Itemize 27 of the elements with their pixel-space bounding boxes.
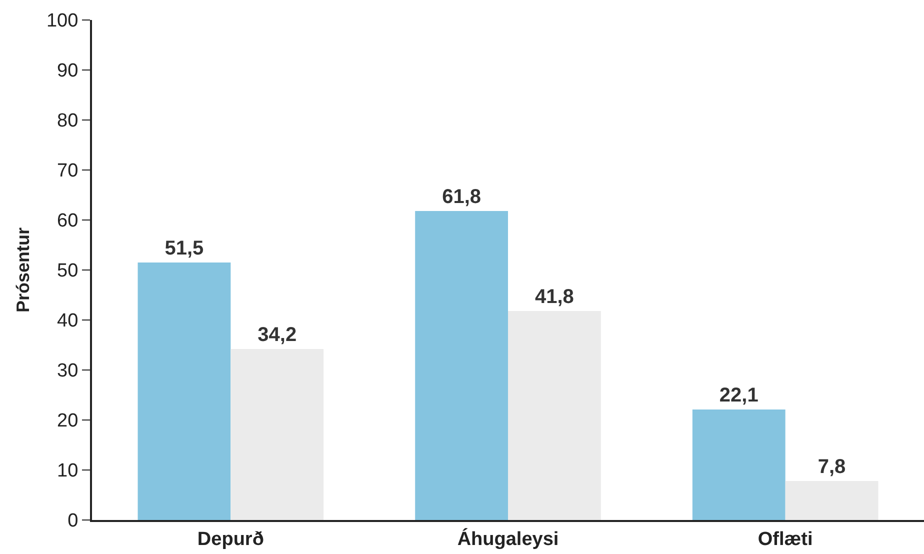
bar [785, 481, 878, 520]
y-tick-label: 40 [57, 310, 78, 332]
data-label: 61,8 [442, 186, 482, 208]
bar [415, 211, 508, 520]
bar [138, 262, 231, 520]
y-tick-label: 30 [57, 360, 78, 382]
y-tick-label: 20 [57, 410, 78, 432]
bar [692, 410, 786, 520]
x-tick-label: Depurð [197, 528, 264, 550]
data-label: 34,2 [258, 324, 297, 346]
data-label: 22,1 [719, 384, 758, 406]
y-tick-label: 0 [68, 510, 78, 532]
y-axis-title: Prósentur [13, 227, 34, 313]
data-label: 41,8 [534, 286, 574, 308]
bar [508, 311, 601, 520]
y-tick-label: 70 [57, 160, 78, 182]
y-tick-label: 90 [57, 60, 78, 82]
x-tick-label: Áhugaleysi [457, 528, 559, 550]
bar [230, 349, 324, 520]
y-tick-label: 80 [57, 110, 78, 132]
y-tick-label: 50 [57, 260, 78, 282]
x-tick-label: Oflæti [758, 528, 813, 550]
data-label: 51,5 [164, 238, 204, 260]
y-tick-label: 10 [57, 460, 78, 482]
y-tick-label: 100 [46, 10, 78, 32]
data-label: 7,8 [818, 456, 846, 478]
y-tick-label: 60 [57, 210, 78, 232]
